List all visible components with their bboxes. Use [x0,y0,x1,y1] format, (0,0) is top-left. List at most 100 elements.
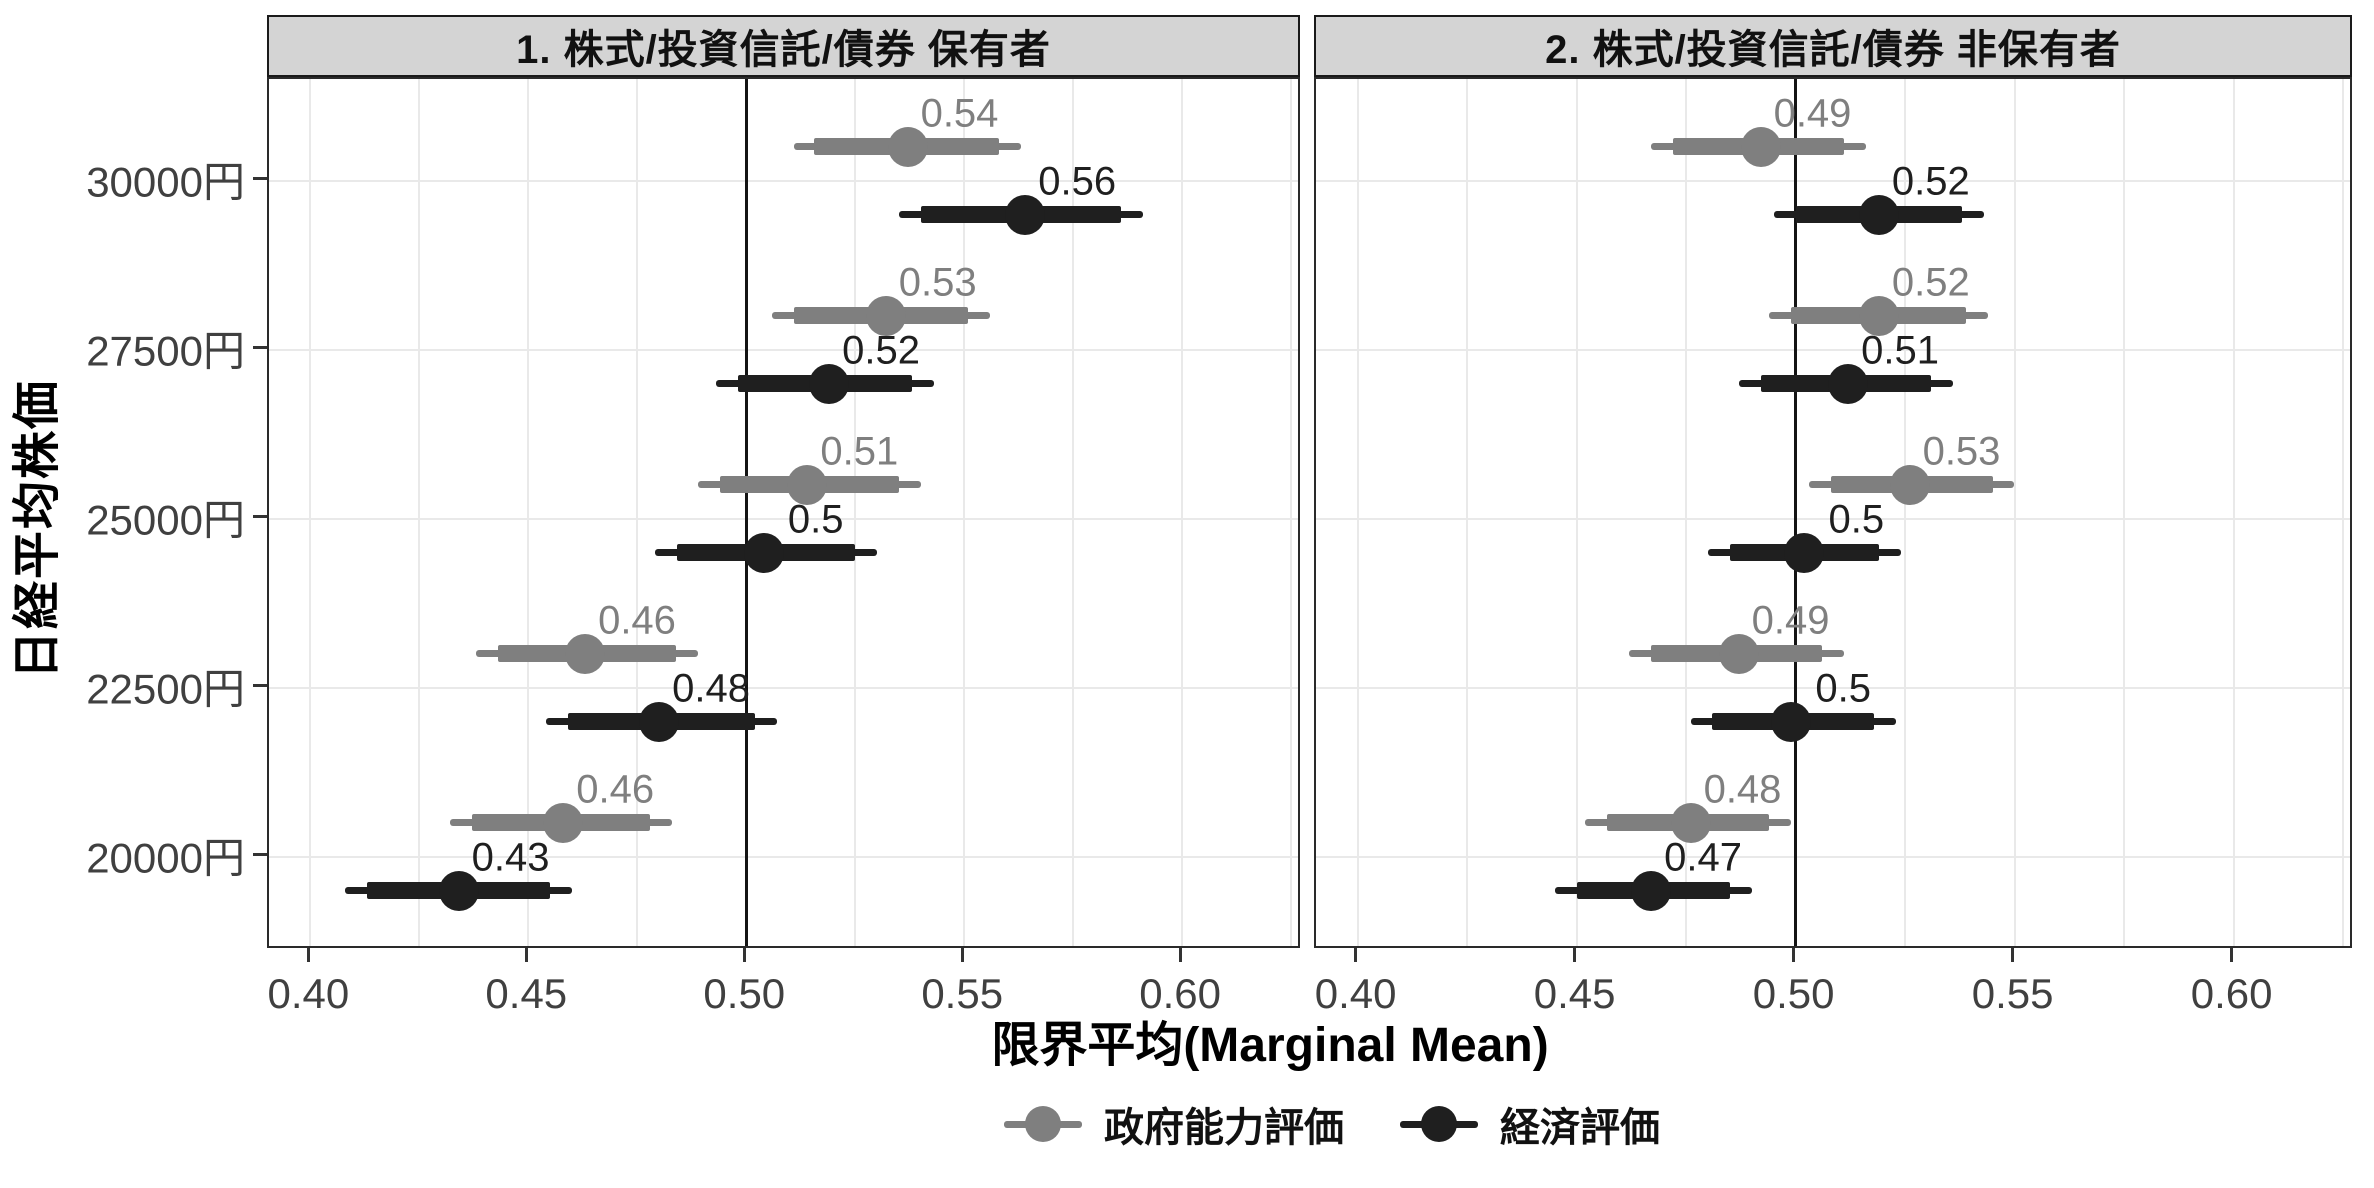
y-tick-label: 22500円 [86,665,245,713]
point-estimate [1889,464,1930,505]
x-tick-mark [1178,948,1182,962]
gridline-vertical [1181,79,1184,946]
point-value-label: 0.46 [598,598,676,643]
gridline-horizontal [1316,348,2350,351]
x-tick-label: 0.60 [1139,970,1221,1017]
reference-line [1794,79,1798,946]
gridline-vertical [309,79,312,946]
point-value-label: 0.5 [787,497,844,542]
point-value-label: 0.5 [1815,666,1871,711]
x-tick-label: 0.55 [1971,970,2054,1017]
point-estimate [1005,194,1046,235]
gridline-vertical [527,79,530,946]
point-estimate [787,464,828,505]
pointrange-key-gray-icon [1004,1102,1082,1146]
point-value-label: 0.51 [820,429,899,474]
legend-entry-government-capability: 政府能力評価 [1004,1095,1344,1153]
point-estimate [1828,363,1869,404]
x-tick-mark [2011,948,2015,962]
point-estimate [1631,870,1672,911]
facet-strip-holders: 1. 株式/投資信託/債券 保有者 [267,15,1300,77]
gridline-vertical [1904,79,1907,946]
point-value-label: 0.51 [1861,328,1940,373]
point-estimate [639,701,680,742]
x-tick-mark [306,948,310,962]
gridline-vertical [2013,79,2016,946]
point-estimate [1771,701,1812,742]
x-tick-label: 0.45 [485,970,568,1017]
gridline-vertical [1356,79,1359,946]
point-estimate [438,870,479,911]
point-estimate [865,295,906,336]
point-estimate [1718,633,1759,674]
point-estimate [1740,126,1781,167]
y-tick-mark [253,346,267,350]
legend-label-government-capability: 政府能力評価 [1104,1106,1344,1150]
x-tick-mark [1573,948,1577,962]
gridline-horizontal [1316,686,2350,689]
y-tick-label: 27500円 [86,327,245,375]
facet-panel-holders: 0.54 0.56 0.53 0.52 0.51 0.5 0.46 0.48 0.46 0.43 [267,77,1300,948]
x-tick-label: 0.50 [703,970,786,1017]
reference-line [744,79,748,946]
x-tick-label: 0.50 [1752,970,1835,1017]
x-tick-label: 0.55 [921,970,1004,1017]
y-tick-mark [253,684,267,688]
gridline-vertical [1072,79,1075,946]
legend: 政府能力評価 経済評価 [145,1095,2374,1153]
y-tick-label: 30000円 [86,158,245,206]
point-value-label: 0.53 [898,260,977,305]
facet-strip-nonholders: 2. 株式/投資信託/債券 非保有者 [1314,15,2352,77]
point-value-label: 0.52 [1891,260,1970,305]
point-value-label: 0.56 [1038,159,1117,204]
gridline-vertical [636,79,639,946]
facet-title-nonholders: 2. 株式/投資信託/債券 非保有者 [1545,28,2121,72]
point-value-label: 0.43 [471,835,550,880]
gridline-vertical [963,79,966,946]
x-axis-title: 限界平均(Marginal Mean) [991,1019,1549,1072]
point-estimate [543,802,584,843]
gridline-vertical [1466,79,1469,946]
facet-title-holders: 1. 株式/投資信託/債券 保有者 [516,28,1051,72]
x-tick-mark [1792,948,1796,962]
y-tick-label: 20000円 [86,834,245,882]
gridline-horizontal [1316,855,2350,858]
y-tick-mark [253,177,267,181]
gridline-vertical [2232,79,2235,946]
point-value-label: 0.52 [842,328,921,373]
gridline-vertical [1685,79,1688,946]
x-tick-mark [742,948,746,962]
x-tick-label: 0.60 [2190,970,2273,1017]
point-estimate [743,532,784,573]
gridline-horizontal [269,179,1298,182]
point-value-label: 0.53 [1922,429,2001,474]
pointrange-key-black-icon [1400,1102,1478,1146]
gridline-vertical [1290,79,1293,946]
point-estimate [1670,802,1711,843]
point-value-label: 0.49 [1773,91,1852,136]
point-value-label: 0.48 [672,666,751,711]
gridline-horizontal [1316,179,2350,182]
gridline-horizontal [269,517,1298,520]
gridline-vertical [854,79,857,946]
point-value-label: 0.47 [1664,835,1743,880]
gridline-vertical [1575,79,1578,946]
gridline-vertical [418,79,421,946]
point-estimate [1858,295,1899,336]
x-tick-label: 0.40 [1314,970,1397,1017]
point-estimate [1784,532,1825,573]
gridline-horizontal [269,348,1298,351]
point-estimate [809,363,850,404]
gridline-horizontal [1316,517,2350,520]
x-tick-mark [524,948,528,962]
y-tick-mark [253,515,267,519]
x-tick-label: 0.45 [1533,970,1616,1017]
point-value-label: 0.54 [920,91,999,136]
point-estimate [1858,194,1899,235]
y-tick-label: 25000円 [86,496,245,544]
facet-panel-nonholders: 0.49 0.52 0.52 0.51 0.53 0.5 0.49 0.5 0.48 0.47 [1314,77,2352,948]
point-estimate [565,633,605,674]
point-value-label: 0.46 [576,767,655,812]
y-tick-mark [253,853,267,857]
